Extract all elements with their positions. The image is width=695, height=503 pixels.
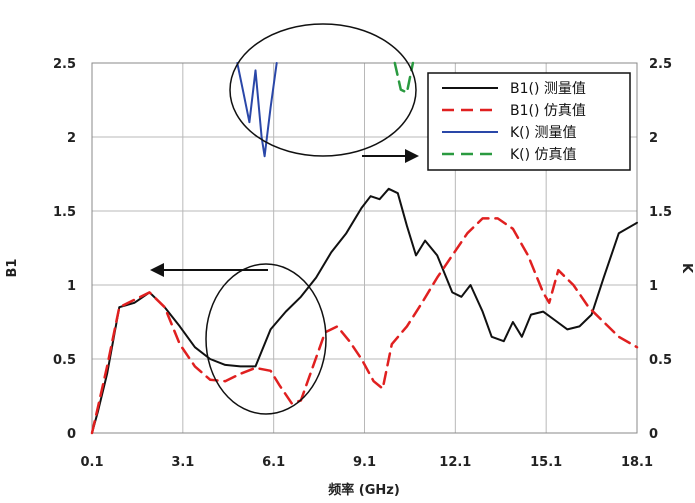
legend: B1() 测量值 B1() 仿真值 K() 测量值 K() 仿真值 — [427, 72, 631, 171]
annotation-arrowhead-right — [405, 149, 419, 163]
x-tick-label-2: 6.1 — [262, 455, 285, 470]
y-tick-label-1: 0.5 — [53, 353, 76, 368]
y-axis-label-right: K — [679, 263, 694, 274]
series-line-2 — [236, 62, 278, 158]
x-tick-label-6: 18.1 — [621, 455, 653, 470]
y2-tick-label-5: 2.5 — [649, 57, 672, 72]
x-tick-label-4: 12.1 — [439, 455, 471, 470]
series-line-1 — [90, 217, 639, 435]
y2-tick-labels: 0 0.5 1 1.5 2 2.5 — [649, 57, 672, 442]
y2-tick-label-0: 0 — [649, 427, 658, 442]
y-tick-label-4: 2 — [67, 131, 76, 146]
legend-label-2: K() 测量值 — [510, 125, 577, 141]
y-tick-label-3: 1.5 — [53, 205, 76, 220]
legend-label-3: K() 仿真值 — [510, 147, 577, 163]
y2-tick-label-1: 0.5 — [649, 353, 672, 368]
x-tick-label-1: 3.1 — [171, 455, 194, 470]
y-tick-labels: 0 0.5 1 1.5 2 2.5 — [53, 57, 76, 442]
annotation-ellipse-middle — [205, 263, 327, 415]
y-tick-label-5: 2.5 — [53, 57, 76, 72]
legend-label-0: B1() 测量值 — [510, 81, 586, 97]
legend-items: B1() 测量值 B1() 仿真值 K() 测量值 K() 仿真值 — [442, 81, 586, 163]
plot-area-border — [91, 62, 638, 434]
legend-label-1: B1() 仿真值 — [510, 103, 586, 119]
x-tick-label-0: 0.1 — [80, 455, 103, 470]
annotation-arrowhead-left — [150, 263, 164, 277]
y2-tick-label-2: 1 — [649, 279, 658, 294]
series-group — [90, 61, 639, 435]
series-line-0 — [91, 187, 638, 434]
x-tick-label-3: 9.1 — [353, 455, 376, 470]
x-tick-label-5: 15.1 — [530, 455, 562, 470]
y-axis-label-left: B1 — [5, 259, 20, 278]
annotation-ellipse-top — [229, 23, 417, 157]
y2-tick-label-3: 1.5 — [649, 205, 672, 220]
x-axis-label: 频率 (GHz) — [328, 482, 400, 498]
y-tick-label-0: 0 — [67, 427, 76, 442]
series-line-3 — [393, 61, 415, 94]
x-tick-labels: 0.1 3.1 6.1 9.1 12.1 15.1 18.1 — [80, 455, 653, 470]
y2-tick-label-4: 2 — [649, 131, 658, 146]
y-tick-label-2: 1 — [67, 279, 76, 294]
